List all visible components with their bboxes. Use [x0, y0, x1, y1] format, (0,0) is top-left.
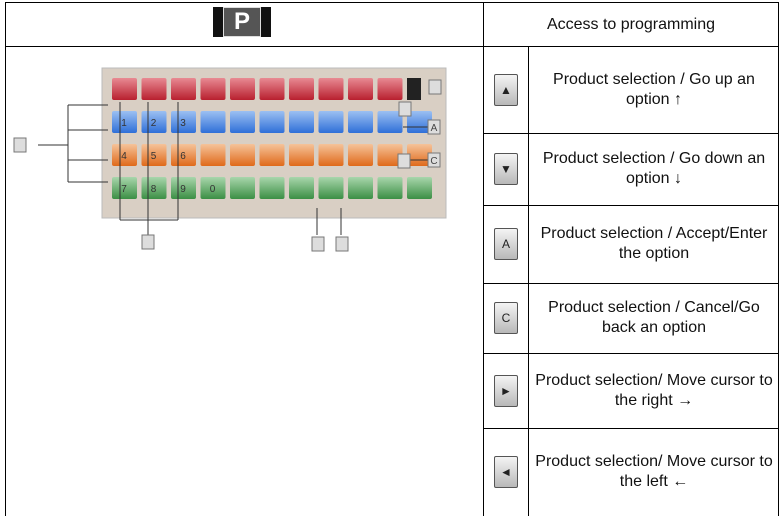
callout-box [427, 119, 441, 135]
border [778, 2, 779, 516]
key [377, 177, 403, 199]
key-icon: C [494, 302, 518, 334]
side-key [335, 236, 349, 252]
key [230, 177, 255, 199]
key [348, 111, 373, 133]
row-border [483, 133, 779, 134]
key [289, 177, 314, 199]
key [259, 111, 285, 133]
side-key [311, 236, 325, 252]
key [318, 144, 344, 166]
row-border [483, 428, 779, 429]
row-text: Product selection / Cancel/Go back an op… [548, 299, 760, 336]
key [289, 78, 314, 100]
key [171, 111, 196, 133]
row-border [483, 353, 779, 354]
key [377, 111, 403, 133]
key [171, 144, 196, 166]
key [259, 78, 285, 100]
callout-label: A [431, 123, 438, 134]
key [171, 78, 196, 100]
icon-cell: ► [484, 353, 528, 428]
header-title: Access to programming [546, 15, 716, 33]
key-digit: 7 [121, 184, 127, 195]
key-icon: ► [494, 374, 518, 407]
key-dark [407, 78, 421, 100]
key [318, 177, 344, 199]
key [259, 177, 285, 199]
key-digit: 1 [121, 118, 127, 129]
border [483, 2, 484, 516]
key [200, 144, 226, 166]
key-icon: ◄ [494, 456, 518, 488]
key [112, 111, 137, 133]
key-digit: 4 [121, 151, 127, 162]
key-icon: ▼ [494, 153, 518, 185]
key [200, 78, 226, 100]
key-digit: 9 [180, 184, 186, 195]
icon-cell: ▼ [484, 133, 528, 205]
p-label: P [222, 7, 261, 37]
key-digit: 2 [151, 118, 157, 129]
p-icon: P [213, 7, 271, 37]
icon-cell: A [484, 205, 528, 283]
row-text: Product selection / Go up an option ↑ [553, 71, 755, 108]
key [289, 144, 314, 166]
row-border [483, 205, 779, 206]
icon-cell: ▲ [484, 47, 528, 133]
key-digit: 8 [151, 184, 157, 195]
key-digit: 3 [180, 118, 186, 129]
key [348, 78, 373, 100]
key-digit: 6 [180, 151, 186, 162]
border [5, 46, 779, 47]
key [348, 177, 373, 199]
key-icon: A [494, 228, 518, 260]
key-digit: 0 [210, 184, 216, 195]
key-digit: 5 [151, 151, 157, 162]
key [112, 78, 137, 100]
side-key [13, 137, 27, 153]
key [407, 177, 432, 199]
border [5, 2, 779, 3]
key [348, 144, 373, 166]
key [230, 78, 255, 100]
border [5, 2, 6, 516]
side-key [141, 234, 155, 250]
side-key [398, 101, 412, 117]
key [200, 111, 226, 133]
key [171, 177, 196, 199]
key [377, 78, 403, 100]
key [377, 144, 403, 166]
key-icon: ▲ [494, 74, 518, 106]
icon-cell: C [484, 283, 528, 353]
border [528, 46, 529, 516]
key [112, 177, 137, 199]
row-text: Product selection / Go down an option ↓ [542, 150, 766, 187]
row-text: Product selection/ Move cursor to the le… [535, 453, 773, 490]
key [230, 111, 255, 133]
row-text: Product selection / Accept/Enter the opt… [540, 225, 768, 262]
key [112, 144, 137, 166]
row-text: Product selection/ Move cursor to the ri… [535, 371, 773, 409]
callout-box [427, 152, 441, 168]
callout-label: C [430, 156, 437, 167]
side-key [397, 153, 411, 169]
key [141, 78, 167, 100]
key [200, 177, 226, 199]
key [259, 144, 285, 166]
key [318, 111, 344, 133]
row-border [483, 283, 779, 284]
side-key [428, 79, 442, 95]
keypad: 1 2 3 4 5 6 7 8 9 0 A C [13, 67, 447, 252]
key [289, 111, 314, 133]
key [318, 78, 344, 100]
key [230, 144, 255, 166]
icon-cell: ◄ [484, 428, 528, 516]
